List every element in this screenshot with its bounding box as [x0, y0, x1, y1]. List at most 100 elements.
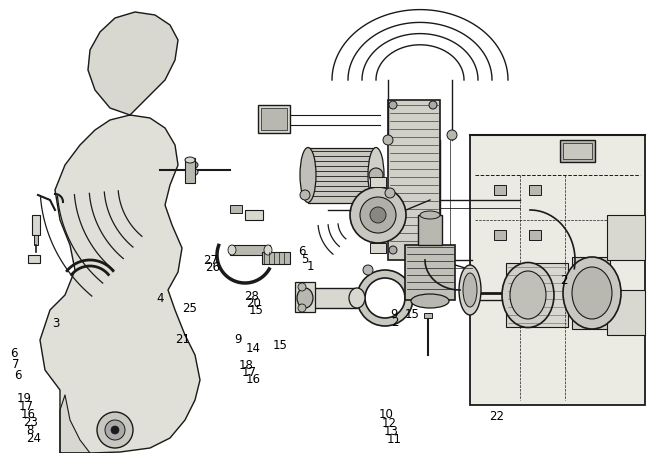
Circle shape: [429, 246, 437, 254]
Bar: [494, 185, 506, 195]
Ellipse shape: [300, 148, 316, 202]
Circle shape: [369, 168, 383, 182]
Text: 24: 24: [26, 432, 41, 445]
Circle shape: [97, 412, 133, 448]
Circle shape: [298, 304, 306, 312]
Text: 1: 1: [307, 260, 315, 273]
Text: 12: 12: [382, 417, 396, 429]
Bar: [261, 108, 287, 130]
Text: 23: 23: [23, 416, 38, 429]
Bar: [28, 255, 40, 263]
Text: 8: 8: [26, 424, 33, 437]
Text: 28: 28: [244, 290, 259, 303]
Bar: [529, 185, 541, 195]
Circle shape: [370, 207, 386, 223]
Bar: [370, 243, 386, 253]
Text: 27: 27: [203, 254, 218, 267]
Text: 22: 22: [489, 410, 504, 423]
Circle shape: [363, 265, 373, 275]
Ellipse shape: [463, 273, 477, 307]
Bar: [418, 215, 442, 245]
Circle shape: [111, 426, 119, 434]
Bar: [262, 252, 290, 264]
Bar: [563, 143, 592, 159]
Bar: [529, 230, 541, 240]
Text: 6: 6: [298, 246, 305, 258]
Text: 16: 16: [246, 373, 261, 386]
Text: 9: 9: [234, 333, 242, 346]
Text: 20: 20: [246, 297, 261, 310]
Ellipse shape: [502, 262, 554, 328]
Ellipse shape: [411, 294, 449, 308]
Text: 14: 14: [246, 342, 261, 355]
Text: 15: 15: [248, 304, 263, 317]
Bar: [295, 282, 315, 312]
Polygon shape: [88, 12, 178, 115]
Text: 21: 21: [176, 333, 190, 346]
Circle shape: [360, 197, 396, 233]
Bar: [405, 245, 455, 300]
Bar: [560, 140, 595, 162]
Bar: [494, 230, 506, 240]
Ellipse shape: [563, 257, 621, 329]
Circle shape: [389, 101, 397, 109]
Bar: [305, 288, 357, 308]
Circle shape: [385, 188, 395, 198]
Bar: [34, 235, 38, 245]
Bar: [32, 215, 40, 235]
Circle shape: [298, 283, 306, 291]
Circle shape: [105, 420, 125, 440]
Text: 6: 6: [14, 370, 22, 382]
Circle shape: [447, 130, 457, 140]
Text: 5: 5: [301, 253, 308, 265]
Text: 13: 13: [384, 425, 398, 438]
Text: 16: 16: [21, 408, 36, 420]
Ellipse shape: [459, 265, 481, 315]
Ellipse shape: [510, 271, 546, 319]
Text: 10: 10: [379, 409, 394, 421]
Text: 26: 26: [205, 261, 220, 274]
Circle shape: [300, 190, 310, 200]
Circle shape: [383, 135, 393, 145]
Ellipse shape: [186, 161, 198, 169]
Text: 2: 2: [560, 275, 568, 287]
Circle shape: [350, 187, 406, 243]
Bar: [258, 105, 290, 133]
Bar: [230, 245, 270, 255]
Text: 7: 7: [12, 358, 20, 371]
Bar: [185, 158, 195, 183]
Circle shape: [389, 246, 397, 254]
Bar: [607, 290, 645, 335]
Bar: [370, 177, 386, 187]
Text: 25: 25: [182, 302, 197, 314]
Text: 6: 6: [10, 347, 18, 360]
Bar: [424, 313, 432, 318]
Bar: [607, 215, 645, 260]
Ellipse shape: [368, 148, 384, 202]
Ellipse shape: [349, 288, 365, 308]
Text: 9: 9: [390, 308, 398, 321]
Ellipse shape: [186, 168, 198, 176]
Text: 17: 17: [18, 400, 33, 413]
Bar: [308, 148, 376, 203]
Text: 17: 17: [242, 366, 257, 379]
Bar: [506, 263, 568, 327]
Ellipse shape: [185, 157, 195, 163]
Ellipse shape: [297, 288, 313, 308]
Text: 11: 11: [387, 433, 402, 446]
Text: 18: 18: [239, 359, 254, 371]
Ellipse shape: [228, 245, 236, 255]
Circle shape: [429, 101, 437, 109]
Ellipse shape: [420, 211, 440, 219]
Bar: [230, 205, 242, 213]
Text: 4: 4: [156, 293, 164, 305]
Text: 2: 2: [391, 316, 399, 329]
Polygon shape: [60, 395, 90, 453]
Bar: [388, 100, 440, 260]
Text: 15: 15: [404, 308, 419, 321]
Ellipse shape: [264, 245, 272, 255]
Ellipse shape: [572, 267, 612, 319]
Text: 15: 15: [273, 339, 288, 352]
Bar: [245, 210, 263, 220]
Text: 19: 19: [16, 392, 31, 405]
